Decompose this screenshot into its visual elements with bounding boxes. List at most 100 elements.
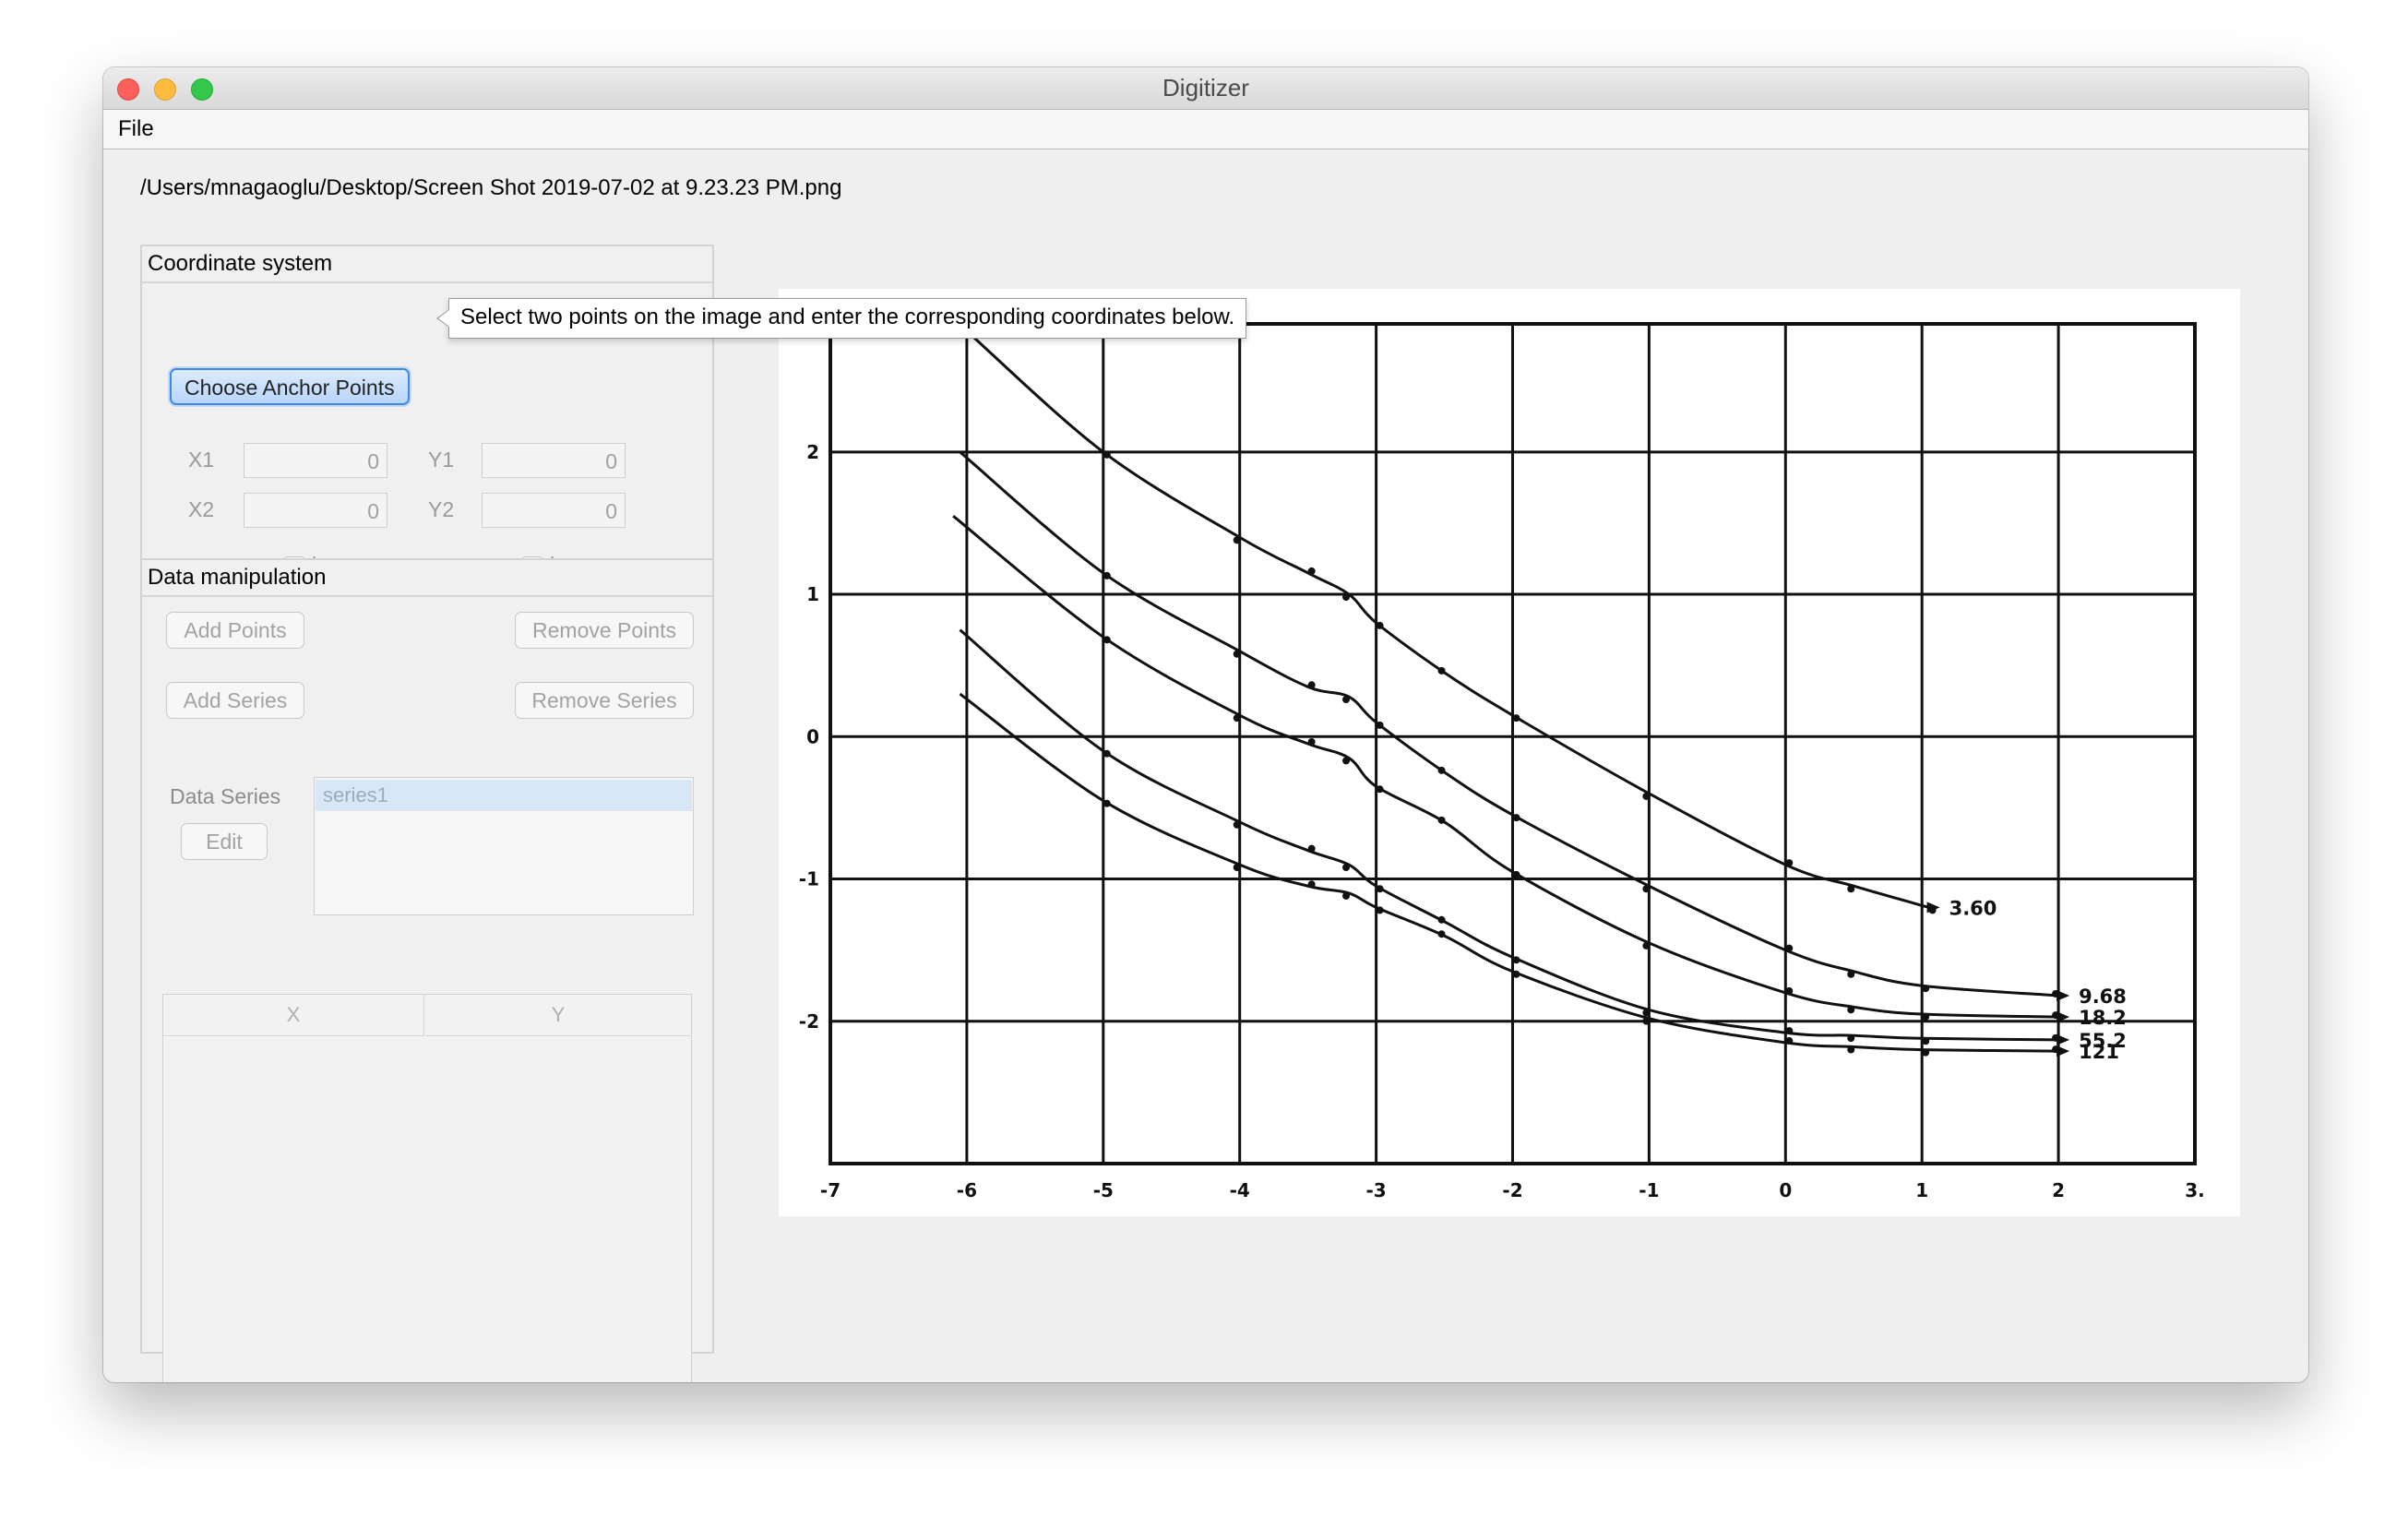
series-label: 9.68: [2079, 985, 2127, 1008]
menu-bar: File: [103, 110, 2308, 149]
menu-file[interactable]: File: [118, 116, 154, 141]
title-bar[interactable]: Digitizer: [103, 67, 2308, 110]
coordinate-system-panel: Coordinate system Choose Anchor Points X…: [140, 245, 714, 608]
plot-image[interactable]: -7 -6 -5 -4 -3 -2 -1 0 1 2 3. 2 1 0 -1 -2 3.60 9.6818.255…: [779, 289, 2240, 1216]
tooltip-text: Select two points on the image and enter…: [460, 305, 1235, 329]
x-tick-label: 0: [1779, 1179, 1792, 1201]
add-points-button[interactable]: Add Points: [166, 612, 304, 649]
series-label: 18.2: [2079, 1007, 2127, 1029]
y2-field[interactable]: 0: [482, 493, 626, 528]
y-tick-label: 1: [806, 583, 819, 605]
add-series-button[interactable]: Add Series: [166, 682, 304, 719]
series-list-item[interactable]: series1: [316, 780, 692, 811]
data-point: [1376, 721, 1384, 729]
y1-field[interactable]: 0: [482, 443, 626, 478]
y-tick-label: -1: [799, 868, 819, 890]
data-point: [1342, 891, 1351, 900]
data-point: [1847, 1045, 1855, 1054]
data-point: [1233, 864, 1241, 872]
data-point: [1233, 820, 1241, 829]
y-tick-label: 0: [806, 725, 819, 747]
data-point: [1307, 844, 1316, 853]
data-point: [1376, 621, 1384, 629]
data-point: [1103, 571, 1111, 579]
data-point: [1342, 757, 1351, 765]
series-label: 121: [2079, 1041, 2119, 1063]
anchor-points-tooltip: Select two points on the image and enter…: [436, 298, 1247, 339]
data-point: [1847, 1034, 1855, 1043]
y1-label: Y1: [428, 448, 455, 472]
x-tick-label: 2: [2052, 1179, 2065, 1201]
data-point: [1785, 944, 1794, 952]
data-point: [1376, 885, 1384, 893]
data-point: [1376, 906, 1384, 914]
data-series-list[interactable]: series1: [314, 777, 694, 915]
series-arrow: [2056, 1011, 2070, 1023]
data-point: [1847, 970, 1855, 978]
window-title: Digitizer: [1162, 74, 1249, 102]
data-point: [1512, 714, 1520, 723]
x-tick-label: -6: [957, 1179, 977, 1201]
series-line: [959, 628, 2059, 1042]
data-point: [1512, 956, 1520, 964]
edit-series-button[interactable]: Edit: [181, 823, 268, 860]
y-tick-label: 2: [806, 441, 819, 463]
data-point: [1103, 636, 1111, 644]
loaded-image[interactable]: -7 -6 -5 -4 -3 -2 -1 0 1 2 3. 2 1 0 -1 -2 3.60 9.68 18.2 55…: [779, 289, 2240, 1216]
series-label: 55.2: [2079, 1030, 2127, 1052]
data-point: [1785, 859, 1794, 867]
series-arrow: [2056, 1033, 2070, 1045]
series-arrow: [2056, 1045, 2070, 1057]
series-line: [959, 450, 2059, 997]
series-line: [952, 515, 2059, 1019]
x-tick-label: -7: [820, 1179, 840, 1201]
data-point: [1233, 650, 1241, 658]
data-point: [1512, 814, 1520, 822]
series-arrow: [2056, 990, 2070, 1001]
data-series-label: Data Series: [170, 784, 281, 808]
data-point: [1307, 738, 1316, 746]
digitizer-window: Digitizer File /Users/mnagaoglu/Desktop/…: [103, 67, 2308, 1382]
data-point: [1512, 870, 1520, 878]
x-tick-label: 3.: [2185, 1179, 2205, 1201]
choose-anchor-points-button[interactable]: Choose Anchor Points: [170, 368, 410, 405]
x2-label: X2: [188, 497, 215, 521]
data-point: [1233, 714, 1241, 723]
tooltip-arrow: [436, 309, 449, 328]
series-label: 3.60: [1949, 897, 1997, 919]
column-header-x[interactable]: X: [163, 995, 424, 1036]
data-manipulation-panel: Data manipulation Add Points Remove Poin…: [140, 558, 714, 1382]
close-window-button[interactable]: [117, 78, 139, 101]
remove-points-button[interactable]: Remove Points: [515, 612, 694, 649]
data-point: [1307, 567, 1316, 575]
series-line: [965, 329, 1930, 909]
data-point: [1307, 880, 1316, 889]
minimize-window-button[interactable]: [154, 78, 176, 101]
x-tick-label: -4: [1230, 1179, 1250, 1201]
data-point: [1922, 1048, 1930, 1057]
x1-field[interactable]: 0: [244, 443, 387, 478]
coordinate-system-title: Coordinate system: [142, 246, 712, 283]
data-point: [1847, 885, 1855, 893]
x-tick-label: -2: [1502, 1179, 1522, 1201]
data-point: [1437, 930, 1446, 938]
remove-series-button[interactable]: Remove Series: [515, 682, 694, 719]
data-point: [1642, 941, 1651, 950]
x2-field[interactable]: 0: [244, 493, 387, 528]
data-point: [1642, 1017, 1651, 1025]
data-point: [1922, 985, 1930, 993]
data-point: [1342, 696, 1351, 704]
data-point: [1103, 450, 1111, 459]
data-point: [1307, 681, 1316, 689]
x-tick-label: -3: [1365, 1179, 1386, 1201]
data-point: [1922, 1037, 1930, 1045]
zoom-window-button[interactable]: [191, 78, 213, 101]
data-point: [1642, 885, 1651, 893]
data-point: [1642, 1009, 1651, 1017]
x1-label: X1: [188, 448, 215, 472]
data-manipulation-title: Data manipulation: [142, 560, 712, 597]
file-path-label: /Users/mnagaoglu/Desktop/Screen Shot 201…: [140, 175, 842, 200]
column-header-y[interactable]: Y: [425, 995, 691, 1036]
points-table[interactable]: X Y: [162, 994, 692, 1382]
data-point: [1642, 792, 1651, 800]
